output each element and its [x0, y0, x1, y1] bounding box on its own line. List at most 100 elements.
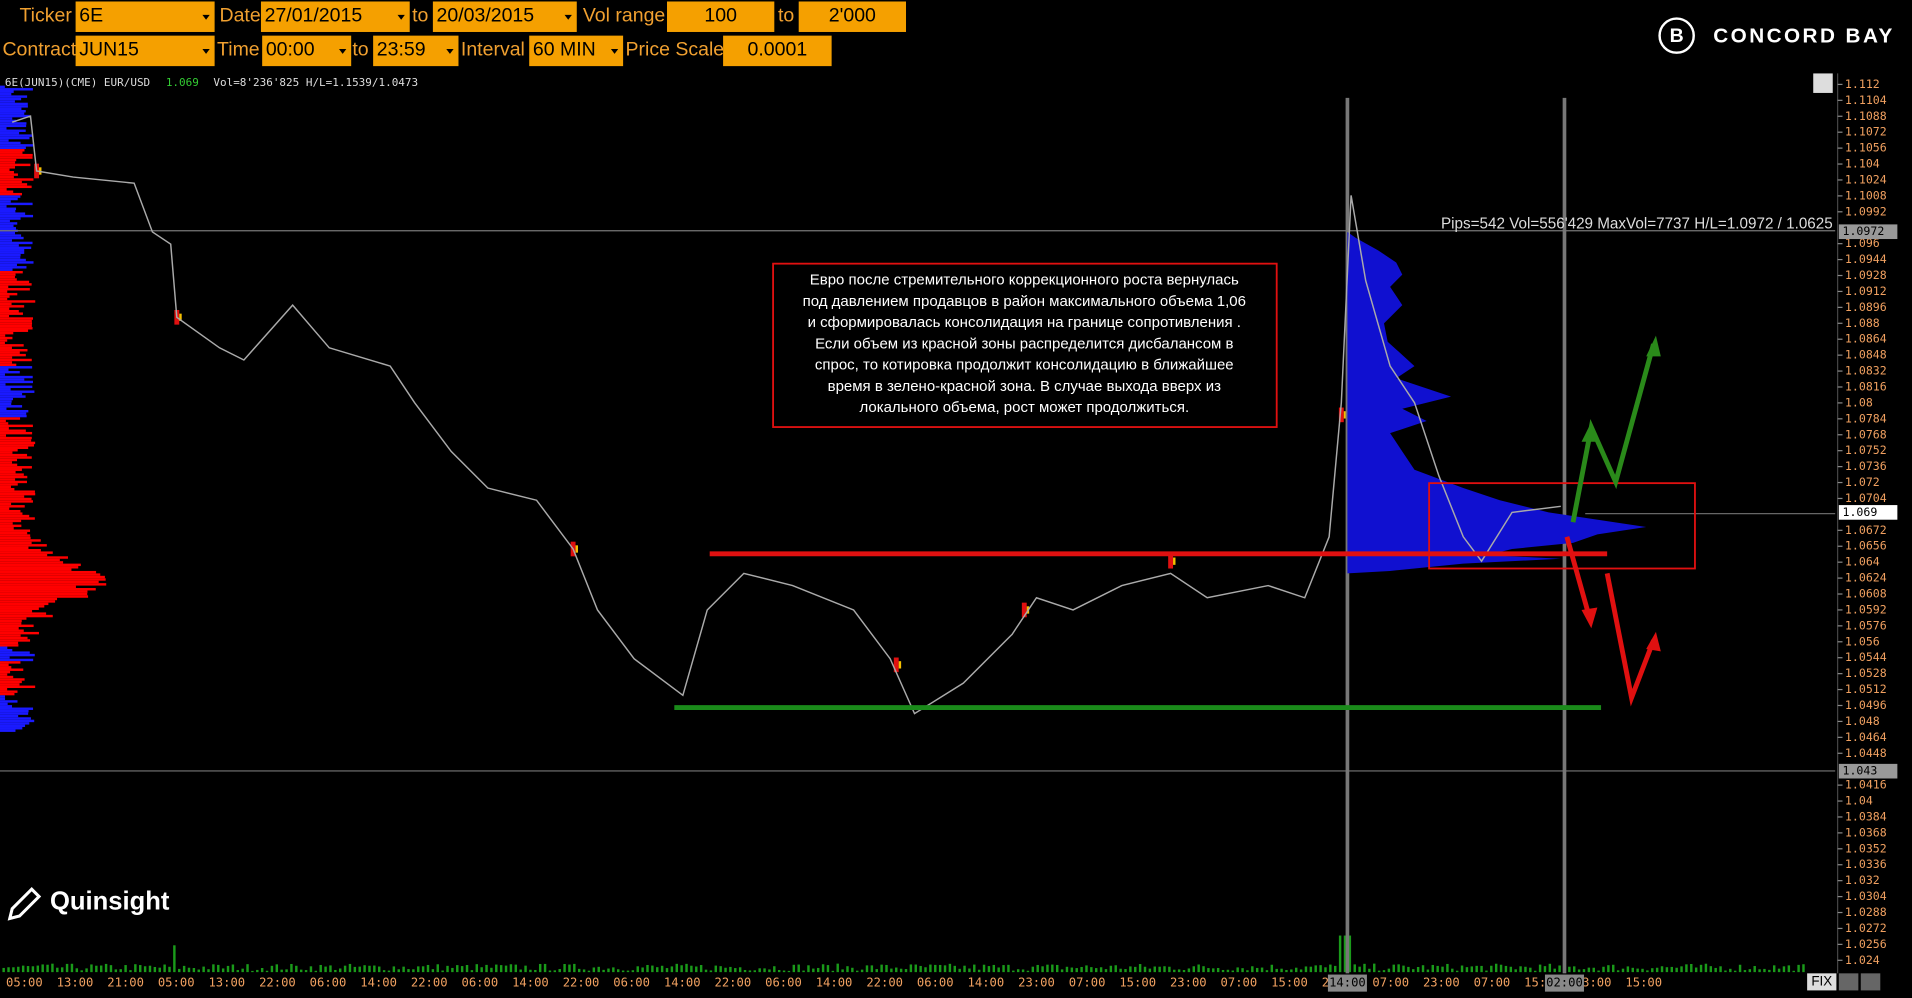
watermark: Quinsight: [7, 887, 170, 921]
left-volume-bar: [0, 517, 35, 520]
left-volume-bar: [0, 358, 32, 362]
bottom-volume-bar: [1465, 967, 1469, 973]
price-tick-label: 1.1056: [1845, 141, 1887, 155]
bottom-volume-bar: [577, 968, 581, 973]
control-field[interactable]: [723, 35, 832, 67]
annotation-line: локального объема, рост может продолжить…: [859, 399, 1189, 416]
left-volume-bar: [0, 475, 28, 479]
left-volume-bar: [0, 702, 8, 706]
bottom-volume-bar: [1207, 968, 1210, 973]
left-volume-bar: [0, 636, 28, 640]
bottom-volume-bar: [158, 967, 161, 973]
control-field[interactable]: [75, 35, 215, 67]
bottom-volume-bar: [1455, 970, 1459, 973]
bottom-volume-bar: [1134, 966, 1137, 973]
time-tick-label: 06:00: [310, 976, 347, 990]
bottom-volume-bar: [480, 967, 483, 973]
left-volume-bar: [0, 119, 17, 123]
left-volume-bar: [0, 602, 49, 606]
time-tick-label: 14:00: [816, 976, 853, 990]
left-volume-bar: [0, 439, 32, 442]
bottom-volume-bar: [938, 964, 942, 973]
bottom-volume-bar: [1216, 967, 1220, 973]
left-volume-bar: [0, 210, 16, 213]
bottom-volume-bar: [1270, 964, 1274, 973]
bottom-volume-bar: [1075, 968, 1078, 973]
left-volume-bar: [0, 509, 21, 513]
scroll-right[interactable]: [1860, 973, 1881, 991]
price-marker: [1838, 763, 1898, 779]
price-tick-label: 1.032: [1845, 873, 1880, 887]
bottom-volume-bar: [436, 964, 439, 973]
bottom-volume-bar: [568, 964, 571, 973]
bottom-volume-bar: [1651, 968, 1654, 973]
time-tick-label: 23:00: [1423, 976, 1460, 990]
left-volume-bar: [0, 729, 16, 732]
edit-icon[interactable]: [1813, 73, 1833, 93]
bottom-volume-bar: [417, 966, 420, 973]
trade-mark: [1338, 407, 1344, 423]
left-volume-bar: [0, 483, 18, 486]
control-field[interactable]: [667, 1, 775, 32]
left-volume-bar: [0, 117, 13, 120]
left-volume-bar: [0, 519, 22, 523]
bottom-volume-bar: [934, 964, 937, 973]
left-volume-bar: [0, 344, 24, 347]
left-volume-bar: [0, 390, 35, 393]
bottom-volume-bar: [1124, 969, 1127, 973]
bottom-volume-bar: [890, 968, 893, 973]
price-tick-label: 1.1008: [1845, 188, 1887, 202]
bottom-volume-bar: [1660, 966, 1664, 973]
left-volume-bar: [0, 644, 19, 647]
control-field[interactable]: [529, 35, 624, 67]
control-field[interactable]: [432, 1, 577, 32]
bottom-volume-bar: [348, 963, 352, 973]
left-volume-bar: [0, 697, 6, 701]
left-volume-bar: [0, 541, 32, 545]
profile-stats: Pips=542 Vol=556'429 MaxVol=7737 H/L=1.0…: [1441, 216, 1833, 233]
left-volume-bar: [0, 236, 24, 240]
left-volume-bar: [0, 502, 12, 506]
control-field[interactable]: [75, 1, 215, 32]
bottom-volume-bar: [1177, 969, 1181, 973]
left-volume-bar: [0, 122, 27, 125]
scroll-left[interactable]: [1838, 973, 1859, 991]
control-field[interactable]: [262, 35, 352, 67]
bottom-volume-bar: [17, 966, 20, 973]
left-volume-bar: [0, 673, 8, 676]
bottom-volume-bar: [290, 963, 293, 973]
bottom-volume-bar: [1309, 966, 1313, 973]
left-volume-bar: [0, 192, 22, 196]
bottom-volume-bar: [280, 969, 283, 973]
bottom-volume-bar: [1158, 966, 1161, 973]
left-volume-bar: [0, 561, 64, 564]
control-field[interactable]: [260, 1, 410, 32]
bottom-volume-bar: [1524, 966, 1527, 973]
left-volume-bar: [0, 651, 30, 654]
bottom-volume-bar: [460, 966, 464, 973]
bottom-volume-bar: [1392, 964, 1395, 973]
bottom-volume-bar: [265, 970, 269, 973]
left-volume-bar: [0, 383, 6, 386]
bottom-volume-bar: [1265, 970, 1269, 973]
bottom-volume-bar: [46, 964, 49, 973]
bottom-volume-bar: [358, 966, 361, 973]
price-axis: 1.112 1.1104 1.1088 1.1072 1.1056 1.1041.1024…: [1837, 77, 1898, 967]
bottom-volume-bar: [1704, 963, 1708, 973]
bottom-volume-bar: [407, 969, 410, 973]
bottom-volume-bar: [109, 965, 113, 973]
left-volume-bar: [0, 156, 33, 159]
control-value: 23:59: [377, 38, 426, 60]
control-field[interactable]: [373, 35, 459, 67]
price-tick-label: 1.0912: [1845, 284, 1887, 298]
price-tick-label: 1.0352: [1845, 841, 1887, 855]
bottom-volume-bar: [631, 970, 635, 973]
price-tick-label: 1.0576: [1845, 618, 1887, 632]
bottom-volume-bar: [363, 965, 366, 973]
bottom-volume-bar: [1772, 965, 1776, 973]
fix-button[interactable]: [1807, 973, 1837, 991]
price-tick-label: 1.0752: [1845, 443, 1887, 457]
control-field[interactable]: [798, 1, 907, 32]
bottom-volume-bar: [1529, 967, 1532, 973]
